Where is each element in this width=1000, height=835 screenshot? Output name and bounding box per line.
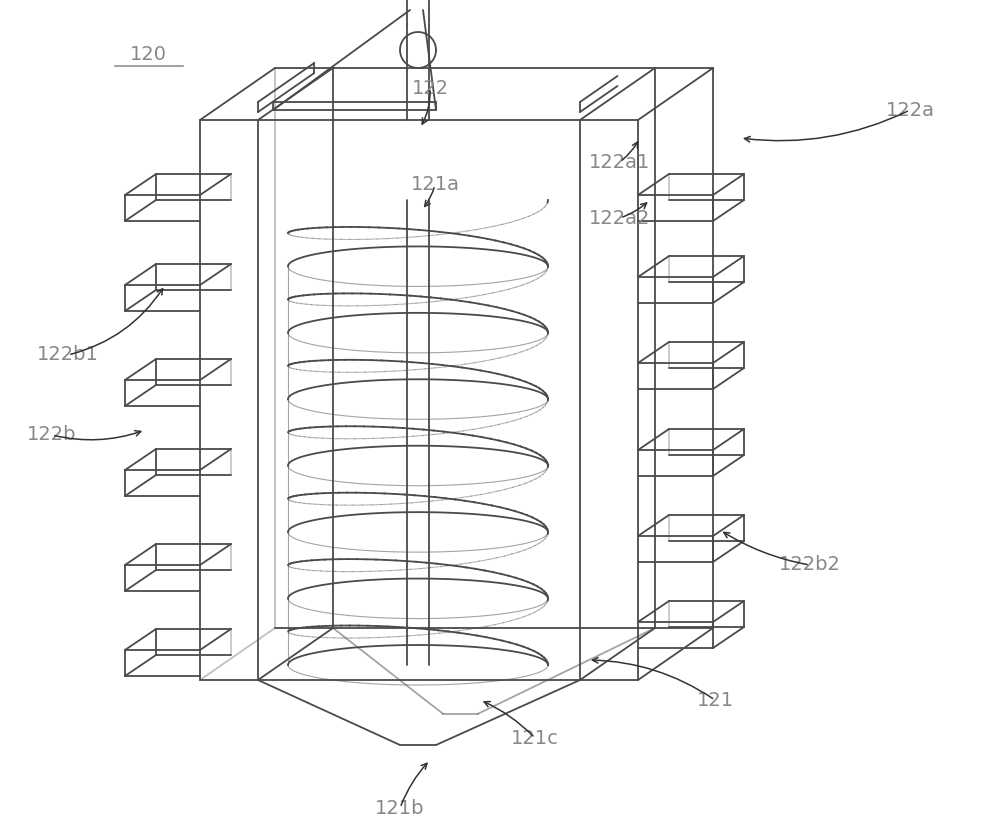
Text: 122b1: 122b1: [37, 346, 99, 365]
Text: 121a: 121a: [411, 175, 460, 195]
Text: 122b2: 122b2: [779, 555, 841, 574]
Text: 122b: 122b: [27, 426, 77, 444]
Text: 122a1: 122a1: [589, 153, 651, 171]
Text: 121: 121: [696, 691, 734, 710]
Text: 122a2: 122a2: [589, 209, 651, 227]
Text: 122: 122: [411, 78, 449, 98]
Text: 121b: 121b: [375, 798, 425, 817]
Text: 120: 120: [130, 45, 166, 64]
Text: 121c: 121c: [511, 728, 559, 747]
Text: 122a: 122a: [886, 100, 934, 119]
